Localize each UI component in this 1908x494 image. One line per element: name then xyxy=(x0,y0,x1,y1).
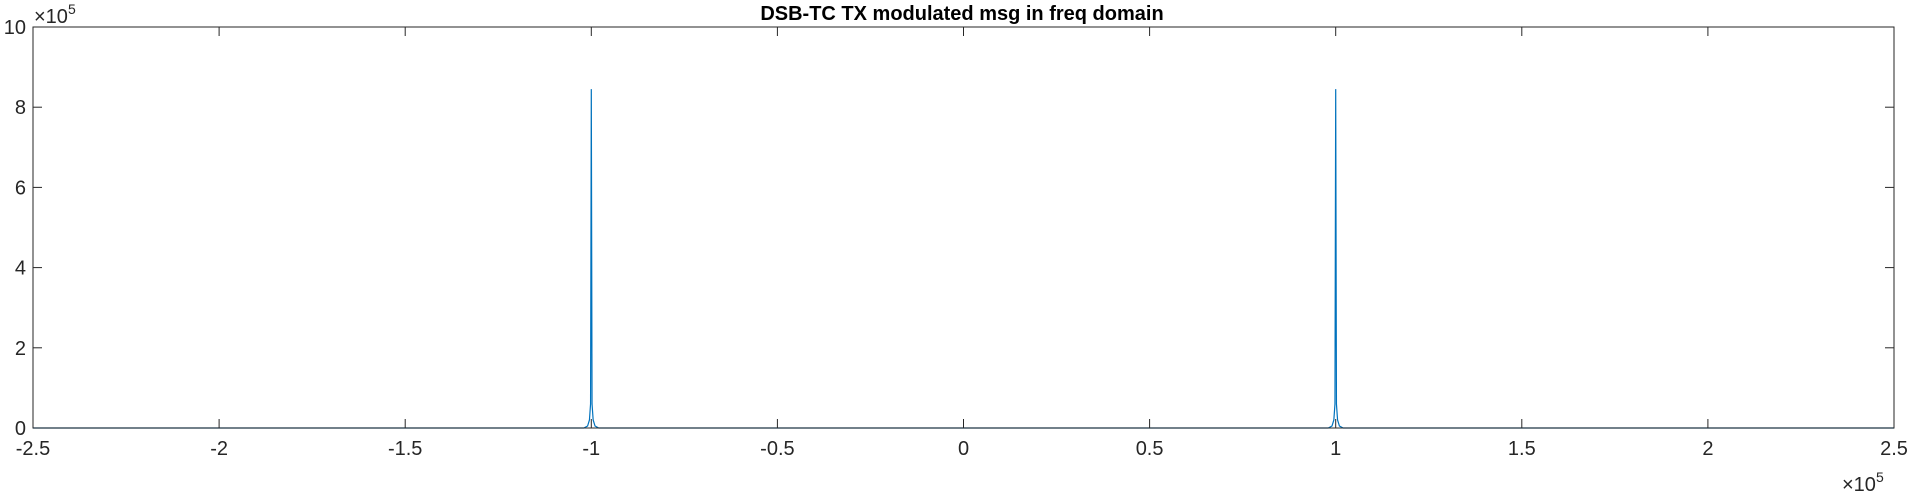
x-tick-label: -1 xyxy=(582,438,600,460)
chart-title: DSB-TC TX modulated msg in freq domain xyxy=(760,3,1163,25)
y-exponent-label: ×105 xyxy=(34,1,76,28)
plot-area xyxy=(33,27,1894,428)
x-exponent-base: ×10 xyxy=(1842,474,1876,494)
x-tick-label: -0.5 xyxy=(760,438,794,460)
y-tick-label: 2 xyxy=(15,338,26,360)
y-tick-labels: 0 2 4 6 8 10 xyxy=(4,17,26,440)
x-tick-label: 1 xyxy=(1330,438,1341,460)
x-tick-label: 2 xyxy=(1702,438,1713,460)
x-tick-label: 0.5 xyxy=(1136,438,1164,460)
x-tick-label: 2.5 xyxy=(1880,438,1908,460)
y-tick-label: 0 xyxy=(15,418,26,440)
y-exponent-base: ×10 xyxy=(34,6,68,28)
axes-box xyxy=(32,26,1895,429)
x-tick-label: -2 xyxy=(210,438,228,460)
y-exponent-power: 5 xyxy=(68,1,76,17)
x-exponent-label: ×105 xyxy=(1842,469,1884,494)
y-tick-label: 10 xyxy=(4,17,26,39)
y-tick-label: 6 xyxy=(15,177,26,199)
x-tick-label: 0 xyxy=(958,438,969,460)
x-tick-labels: -2.5 -2 -1.5 -1 -0.5 0 0.5 1 1.5 2 2.5 xyxy=(16,438,1908,460)
y-tick-label: 8 xyxy=(15,97,26,119)
x-exponent-power: 5 xyxy=(1876,469,1884,485)
x-tick-label: -1.5 xyxy=(388,438,422,460)
x-tick-label: 1.5 xyxy=(1508,438,1536,460)
y-tick-label: 4 xyxy=(15,258,26,280)
x-tick-label: -2.5 xyxy=(16,438,50,460)
